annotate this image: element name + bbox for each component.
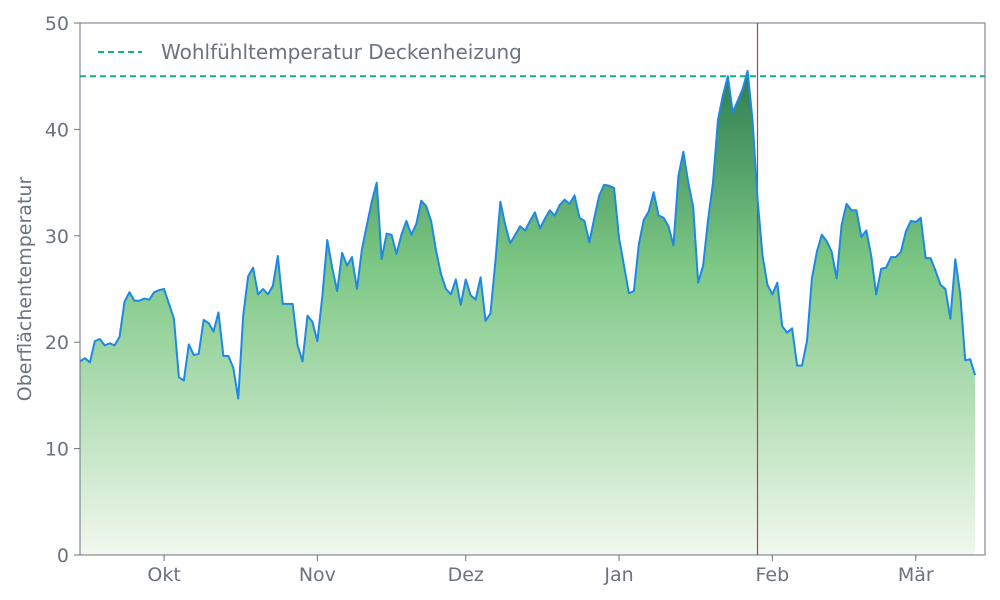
legend: Wohlfühltemperatur Deckenheizung bbox=[98, 40, 522, 64]
x-tick-label: Dez bbox=[448, 564, 484, 586]
x-tick-label: Nov bbox=[299, 564, 336, 586]
y-tick-label: 20 bbox=[45, 332, 69, 354]
y-axis-title: Oberflächentemperatur bbox=[14, 177, 36, 402]
plot-area bbox=[80, 23, 985, 555]
y-tick-label: 10 bbox=[45, 439, 69, 461]
y-tick-label: 50 bbox=[45, 13, 69, 35]
temperature-line bbox=[80, 69, 977, 400]
x-tick-label: Jan bbox=[603, 564, 633, 586]
y-tick-label: 40 bbox=[45, 119, 69, 141]
x-tick-label: Mär bbox=[898, 564, 934, 586]
temperature-area bbox=[80, 70, 976, 555]
legend-label-reference: Wohlfühltemperatur Deckenheizung bbox=[161, 40, 522, 64]
y-tick-label: 0 bbox=[57, 545, 69, 567]
x-tick-label: Feb bbox=[756, 564, 790, 586]
x-axis: Okt Nov Dez Jan Feb Mär bbox=[147, 555, 934, 586]
x-tick-label: Okt bbox=[147, 564, 180, 586]
y-tick-label: 30 bbox=[45, 226, 69, 248]
plot-frame bbox=[79, 22, 986, 556]
y-axis: 0 10 20 30 40 50 bbox=[45, 13, 80, 567]
